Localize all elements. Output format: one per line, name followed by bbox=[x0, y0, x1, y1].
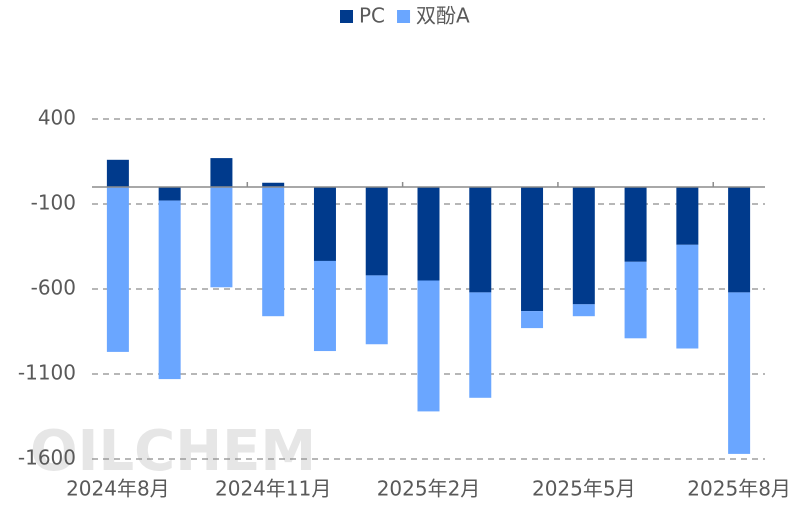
x-tick-label: 2025年2月 bbox=[377, 477, 481, 501]
bar bbox=[572, 187, 595, 305]
watermark: OILCHEM bbox=[30, 419, 316, 484]
x-tick-label: 2024年8月 bbox=[66, 477, 170, 501]
bar bbox=[210, 158, 233, 187]
bar bbox=[158, 187, 181, 201]
bar bbox=[417, 280, 440, 412]
bar bbox=[728, 292, 751, 454]
bar bbox=[158, 200, 181, 380]
legend-swatch bbox=[397, 10, 411, 23]
bar bbox=[365, 275, 388, 345]
bar bbox=[521, 311, 544, 329]
bar bbox=[210, 187, 233, 288]
bar bbox=[676, 187, 699, 245]
x-tick-label: 2025年8月 bbox=[687, 477, 791, 501]
bar bbox=[106, 159, 129, 187]
bar bbox=[106, 187, 129, 352]
bar bbox=[262, 187, 285, 317]
y-tick-label: -1600 bbox=[18, 446, 76, 470]
legend-label: PC bbox=[359, 4, 385, 28]
bar bbox=[624, 187, 647, 262]
y-tick-label: -1100 bbox=[18, 361, 76, 385]
bar bbox=[417, 187, 440, 281]
bar bbox=[313, 260, 336, 352]
y-tick-label: -100 bbox=[31, 191, 76, 215]
y-tick-label: 400 bbox=[38, 106, 76, 130]
bar bbox=[469, 187, 492, 293]
bar bbox=[676, 244, 699, 349]
bar bbox=[365, 187, 388, 276]
bar bbox=[572, 304, 595, 317]
x-tick-label: 2025年5月 bbox=[532, 477, 636, 501]
legend-swatch bbox=[340, 10, 353, 23]
bar bbox=[624, 261, 647, 339]
bar bbox=[469, 292, 492, 398]
bar bbox=[262, 182, 285, 187]
bar bbox=[313, 187, 336, 261]
bar bbox=[728, 187, 751, 293]
y-tick-label: -600 bbox=[31, 276, 76, 300]
bar bbox=[521, 187, 544, 312]
x-tick-label: 2024年11月 bbox=[215, 477, 331, 501]
legend-label: 双酚A bbox=[416, 4, 470, 28]
